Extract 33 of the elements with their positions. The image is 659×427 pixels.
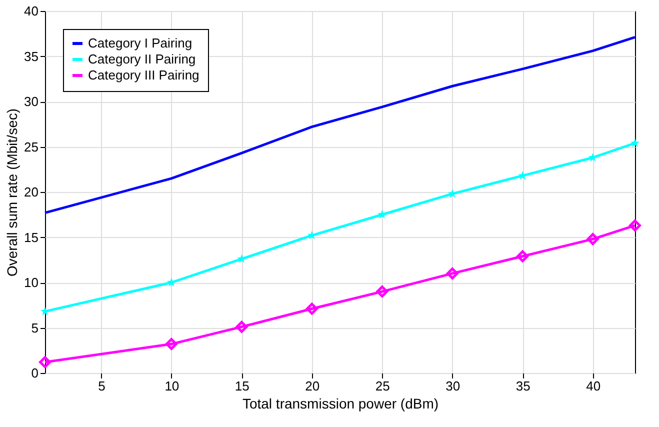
x-tick-label: 10 [164,378,180,394]
point [306,302,318,315]
x-tick-label: 35 [516,378,530,394]
x-tick-label: 25 [375,378,390,394]
x-axis-title: Total transmission power (dBm) [242,396,439,412]
x-tick-label: 30 [446,378,460,394]
y-tick-label: 25 [24,139,38,154]
y-tick-label: 30 [24,94,38,109]
x-tick-label: 5 [98,378,106,394]
line-series [44,36,636,214]
point [446,267,458,280]
y-tick-label: 20 [24,184,38,200]
point [630,138,640,147]
legend-label: Category III Pairing [88,68,200,82]
x-tick-label: 20 [305,378,320,394]
y-tick-label: 0 [31,366,38,380]
point [586,233,599,246]
legend-label: Category I Pairing [88,36,192,50]
y-tick-label: 40 [24,4,38,18]
point [629,219,641,232]
y-axis-title: Overall sum rate (Mbit/sec) [4,108,20,277]
y-tick-label: 15 [24,230,38,245]
y-tick-label: 35 [24,48,38,64]
point [165,338,178,350]
point [236,320,248,333]
y-tick-label: 10 [24,275,38,290]
point [39,356,51,368]
point [516,250,529,262]
legend-label: Category II Pairing [88,52,196,66]
point [376,286,388,298]
y-tick-label: 5 [31,320,38,336]
x-tick-label: 15 [234,378,250,394]
x-tick-label: 40 [586,378,601,394]
